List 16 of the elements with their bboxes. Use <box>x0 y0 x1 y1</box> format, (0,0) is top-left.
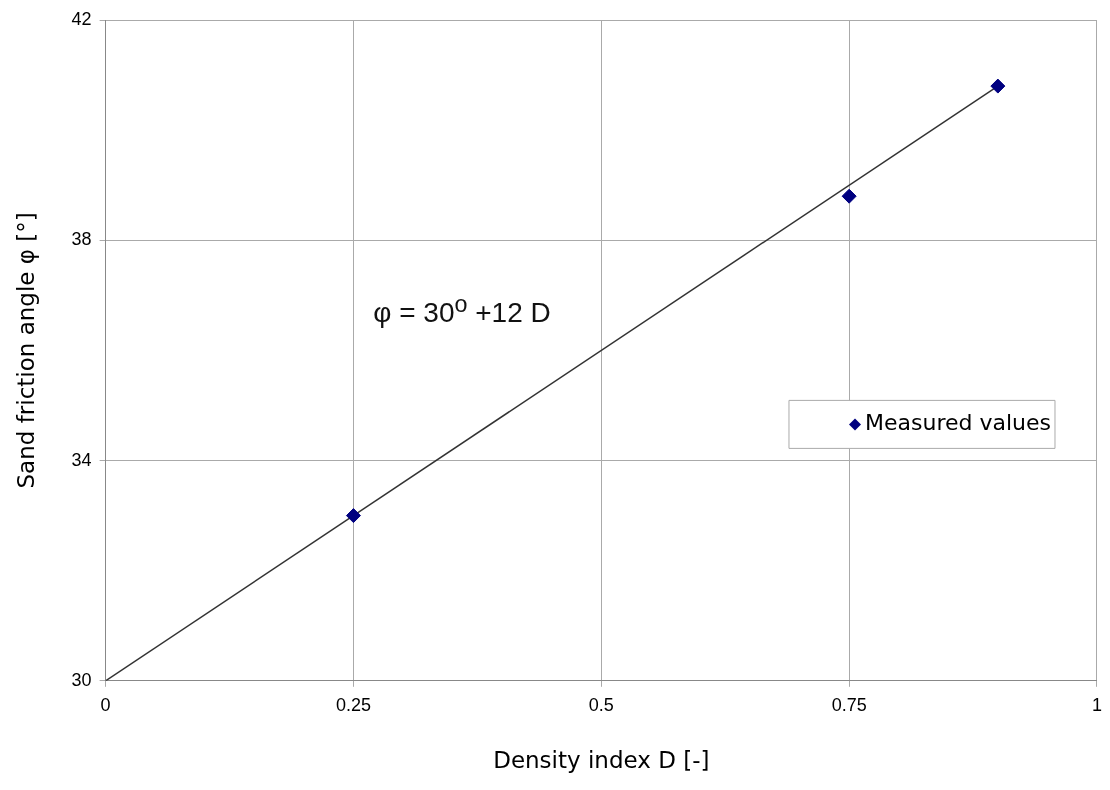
y-tick-label: 30 <box>71 669 92 690</box>
x-tick-label: 0 <box>100 694 111 715</box>
x-tick-label: 0.5 <box>588 694 614 715</box>
point <box>990 78 1006 94</box>
y-axis-title: Sand friction angle φ [°] <box>12 212 39 489</box>
x-tick-label: 0.25 <box>335 694 371 715</box>
x-tick-label: 0.75 <box>831 694 867 715</box>
legend-label: Measured values <box>864 410 1051 436</box>
x-tick-label: 1 <box>1091 694 1102 715</box>
point <box>841 188 857 204</box>
y-tick-label: 34 <box>71 449 92 470</box>
point <box>345 508 361 524</box>
annotation: φ = 30$^{o}$ +12 D <box>373 290 551 330</box>
y-tick-label: 38 <box>71 229 92 250</box>
x-axis-title: Density index D [-] <box>493 747 710 774</box>
y-tick-label: 42 <box>71 8 92 29</box>
